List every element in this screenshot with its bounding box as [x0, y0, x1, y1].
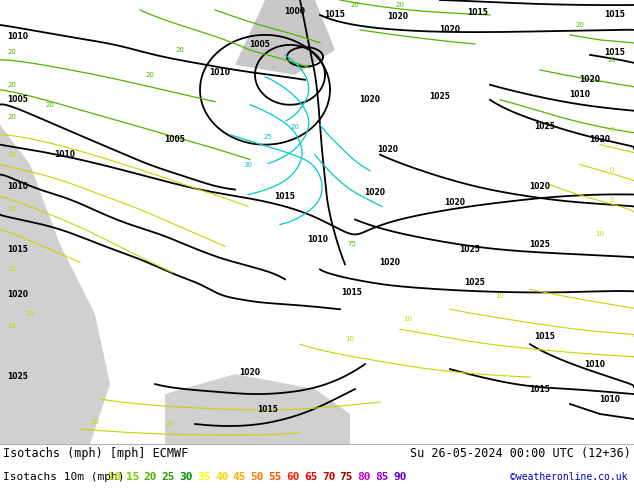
Text: 20: 20	[576, 22, 585, 28]
Text: 1020: 1020	[529, 182, 550, 191]
Text: 80: 80	[358, 472, 371, 482]
Text: 10: 10	[25, 311, 34, 317]
Text: 45: 45	[233, 472, 247, 482]
Text: 40: 40	[215, 472, 228, 482]
Text: 10: 10	[8, 206, 16, 213]
Text: 1015: 1015	[605, 49, 625, 57]
Text: 1010: 1010	[209, 68, 231, 77]
Text: 55: 55	[268, 472, 282, 482]
Text: 35: 35	[197, 472, 210, 482]
Text: 10: 10	[8, 151, 16, 158]
Text: 50: 50	[250, 472, 264, 482]
Text: 10: 10	[403, 316, 413, 322]
Text: 1015: 1015	[605, 10, 625, 20]
Text: 1020: 1020	[439, 25, 460, 34]
Text: 20: 20	[146, 72, 155, 78]
Text: 1020: 1020	[387, 12, 408, 22]
Text: 1020: 1020	[590, 135, 611, 144]
Text: 20: 20	[607, 57, 616, 63]
Text: 75: 75	[347, 242, 356, 247]
Text: 20: 20	[176, 47, 184, 53]
Text: 1020: 1020	[380, 258, 401, 267]
Text: 1020: 1020	[377, 145, 399, 154]
Text: 1020: 1020	[240, 368, 261, 377]
Text: 15: 15	[126, 472, 139, 482]
Text: 30: 30	[243, 162, 252, 168]
Text: 75: 75	[340, 472, 353, 482]
Text: 1005: 1005	[250, 40, 271, 49]
Text: 10: 10	[8, 267, 16, 272]
Text: 1025: 1025	[460, 245, 481, 254]
Text: 10: 10	[346, 336, 354, 342]
Text: 10: 10	[496, 294, 505, 299]
Text: 65: 65	[304, 472, 318, 482]
Text: 1025: 1025	[534, 122, 555, 131]
Text: 15: 15	[8, 323, 16, 329]
Text: Isotachs 10m (mph): Isotachs 10m (mph)	[3, 472, 124, 482]
Text: 1015: 1015	[8, 245, 29, 254]
Text: 1015: 1015	[257, 405, 278, 414]
Text: 1010: 1010	[8, 182, 29, 191]
Text: 1015: 1015	[467, 8, 488, 18]
Text: 25: 25	[162, 472, 175, 482]
Text: 1005: 1005	[165, 135, 185, 144]
Text: 20: 20	[46, 102, 55, 108]
Text: Su 26-05-2024 00:00 UTC (12+36): Su 26-05-2024 00:00 UTC (12+36)	[410, 447, 631, 461]
Text: 10: 10	[108, 472, 122, 482]
Polygon shape	[165, 374, 350, 444]
Text: 20: 20	[351, 2, 359, 8]
Text: 1020: 1020	[444, 198, 465, 207]
Text: 1010: 1010	[569, 90, 590, 99]
Text: 1025: 1025	[430, 92, 450, 101]
Polygon shape	[235, 0, 335, 75]
Text: 20: 20	[396, 2, 404, 8]
Text: 1025: 1025	[8, 371, 29, 381]
Text: ©weatheronline.co.uk: ©weatheronline.co.uk	[510, 472, 628, 482]
Text: 1015: 1015	[534, 332, 555, 341]
Text: 1020: 1020	[579, 75, 600, 84]
Text: 90: 90	[393, 472, 406, 482]
Text: 1015: 1015	[529, 385, 550, 393]
Text: 20: 20	[144, 472, 157, 482]
Text: 1010: 1010	[55, 150, 75, 159]
Text: 1025: 1025	[465, 278, 486, 287]
Text: 1015: 1015	[325, 10, 346, 20]
Text: 0: 0	[610, 196, 614, 202]
Text: Isotachs (mph) [mph] ECMWF: Isotachs (mph) [mph] ECMWF	[3, 447, 188, 461]
Text: 1020: 1020	[8, 290, 29, 299]
Text: 1015: 1015	[275, 192, 295, 201]
Text: 1000: 1000	[285, 7, 306, 17]
Text: 1010: 1010	[585, 360, 605, 368]
Text: 1010: 1010	[8, 32, 29, 42]
Text: 0: 0	[610, 167, 614, 172]
Text: 1005: 1005	[8, 95, 29, 104]
Text: 10: 10	[595, 231, 604, 238]
Text: 20: 20	[8, 82, 16, 88]
Text: 60: 60	[286, 472, 300, 482]
Text: 20: 20	[91, 419, 100, 425]
Text: 1020: 1020	[365, 188, 385, 197]
Text: 20: 20	[8, 49, 16, 55]
Text: 25: 25	[264, 134, 273, 140]
Text: 20: 20	[165, 421, 174, 427]
Text: 1010: 1010	[600, 394, 621, 404]
Text: 1025: 1025	[529, 240, 550, 249]
Text: 85: 85	[375, 472, 389, 482]
Text: 70: 70	[322, 472, 335, 482]
Text: 30: 30	[179, 472, 193, 482]
Text: 1010: 1010	[307, 235, 328, 244]
Text: 20: 20	[290, 123, 299, 130]
Text: 1020: 1020	[359, 95, 380, 104]
Polygon shape	[0, 124, 110, 444]
Text: 1015: 1015	[342, 288, 363, 297]
Text: 20: 20	[8, 114, 16, 120]
Text: 0: 0	[610, 127, 614, 133]
